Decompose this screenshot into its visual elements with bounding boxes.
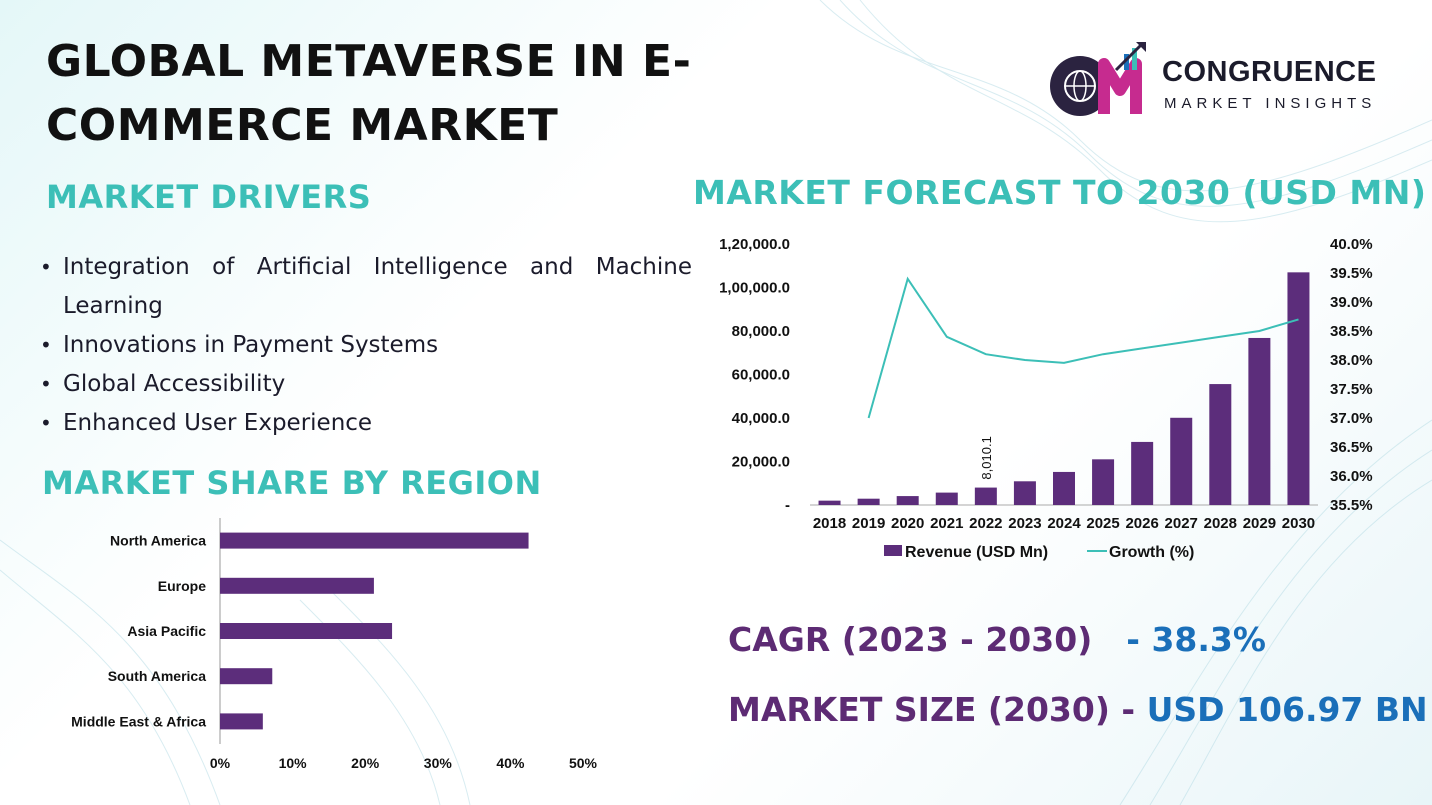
forecast-x-tick-label: 2022	[969, 515, 1002, 532]
revenue-bar	[1131, 441, 1154, 505]
region-bar	[220, 713, 263, 730]
forecast-right-tick-label: 38.0%	[1330, 352, 1373, 369]
region-category-label: Middle East & Africa	[71, 713, 206, 729]
forecast-heading: MARKET FORECAST TO 2030 (USD MN)	[693, 173, 1427, 212]
legend-revenue-label: Revenue (USD Mn)	[905, 544, 1048, 561]
forecast-right-tick-label: 39.5%	[1330, 265, 1373, 282]
revenue-bar	[1170, 417, 1193, 505]
driver-item: Global Accessibility	[40, 365, 692, 404]
cagr-stat: CAGR (2023 - 2030) - 38.3%	[728, 620, 1266, 659]
revenue-bar	[857, 498, 880, 505]
driver-item: Innovations in Payment Systems	[40, 326, 692, 365]
market-drivers-heading: MARKET DRIVERS	[46, 178, 372, 216]
driver-item: Integration of Artificial Intelligence a…	[40, 248, 692, 326]
forecast-right-tick-label: 37.0%	[1330, 410, 1373, 427]
region-x-tick-label: 40%	[496, 755, 525, 771]
forecast-left-tick-label: -	[785, 497, 790, 514]
market-size-value: USD 106.97 BN	[1146, 690, 1428, 729]
driver-item: Enhanced User Experience	[40, 404, 692, 443]
region-share-heading: MARKET SHARE BY REGION	[42, 464, 542, 502]
market-size-stat: MARKET SIZE (2030) - USD 106.97 BN	[728, 690, 1428, 729]
forecast-left-tick-label: 40,000.0	[732, 410, 790, 427]
cagr-value: - 38.3%	[1126, 620, 1266, 659]
forecast-x-tick-label: 2024	[1047, 515, 1081, 532]
region-category-label: Europe	[158, 578, 206, 594]
forecast-x-tick-label: 2020	[891, 515, 924, 532]
forecast-right-tick-label: 36.0%	[1330, 468, 1373, 485]
forecast-left-tick-label: 80,000.0	[732, 323, 790, 340]
forecast-left-tick-label: 1,00,000.0	[719, 280, 790, 297]
region-bar	[220, 623, 393, 639]
region-x-tick-label: 10%	[279, 755, 308, 771]
growth-line	[867, 276, 1299, 419]
forecast-x-tick-label: 2026	[1125, 515, 1158, 532]
cagr-label: CAGR (2023 - 2030)	[728, 620, 1093, 659]
forecast-x-tick-label: 2023	[1008, 515, 1041, 532]
revenue-bar	[1248, 337, 1271, 505]
revenue-bar	[1092, 459, 1115, 505]
forecast-x-tick-label: 2021	[930, 515, 963, 532]
forecast-x-tick-label: 2018	[813, 515, 846, 532]
logo-mark-icon	[1050, 42, 1146, 116]
revenue-data-label: 8,010.1	[979, 436, 994, 479]
region-x-tick-label: 0%	[210, 755, 231, 771]
region-x-tick-label: 50%	[569, 755, 598, 771]
forecast-left-tick-label: 1,20,000.0	[719, 236, 790, 253]
forecast-left-tick-label: 20,000.0	[732, 454, 790, 471]
forecast-right-tick-label: 39.0%	[1330, 294, 1373, 311]
region-bar	[220, 532, 529, 549]
logo-subtitle: MARKET INSIGHTS	[1164, 95, 1377, 112]
market-size-label: MARKET SIZE (2030) -	[728, 690, 1136, 729]
region-x-tick-label: 30%	[424, 755, 453, 771]
region-x-tick-label: 20%	[351, 755, 380, 771]
forecast-right-tick-label: 38.5%	[1330, 323, 1373, 340]
region-bar	[220, 668, 273, 685]
region-category-label: North America	[110, 533, 206, 549]
legend-growth-label: Growth (%)	[1109, 544, 1194, 561]
forecast-left-tick-label: 60,000.0	[732, 367, 790, 384]
forecast-right-tick-label: 40.0%	[1330, 236, 1373, 253]
forecast-x-tick-label: 2029	[1243, 515, 1276, 532]
forecast-x-tick-label: 2027	[1165, 515, 1198, 532]
revenue-bar	[1013, 481, 1036, 505]
forecast-right-tick-label: 36.5%	[1330, 439, 1373, 456]
revenue-bar	[1287, 272, 1310, 505]
revenue-bar	[896, 496, 919, 505]
revenue-bar	[1053, 471, 1075, 505]
forecast-right-tick-label: 37.5%	[1330, 381, 1373, 398]
logo-name: CONGRUENCE	[1162, 56, 1377, 88]
forecast-x-tick-label: 2019	[852, 515, 885, 532]
region-category-label: South America	[108, 668, 206, 684]
region-bar	[220, 577, 374, 594]
region-category-label: Asia Pacific	[127, 623, 206, 639]
revenue-bar	[935, 492, 958, 505]
forecast-x-tick-label: 2030	[1282, 515, 1315, 532]
revenue-bar	[1209, 384, 1232, 505]
market-drivers-list: Integration of Artificial Intelligence a…	[40, 248, 692, 443]
forecast-x-tick-label: 2028	[1204, 515, 1237, 532]
page-title: GLOBAL METAVERSE IN E-COMMERCE MARKET	[46, 36, 692, 151]
company-logo: CONGRUENCE MARKET INSIGHTS	[1046, 40, 1396, 120]
forecast-x-tick-label: 2025	[1086, 515, 1119, 532]
revenue-bar	[974, 487, 997, 505]
revenue-bar	[818, 500, 841, 505]
forecast-right-tick-label: 35.5%	[1330, 497, 1373, 514]
legend-revenue-swatch	[884, 545, 902, 556]
